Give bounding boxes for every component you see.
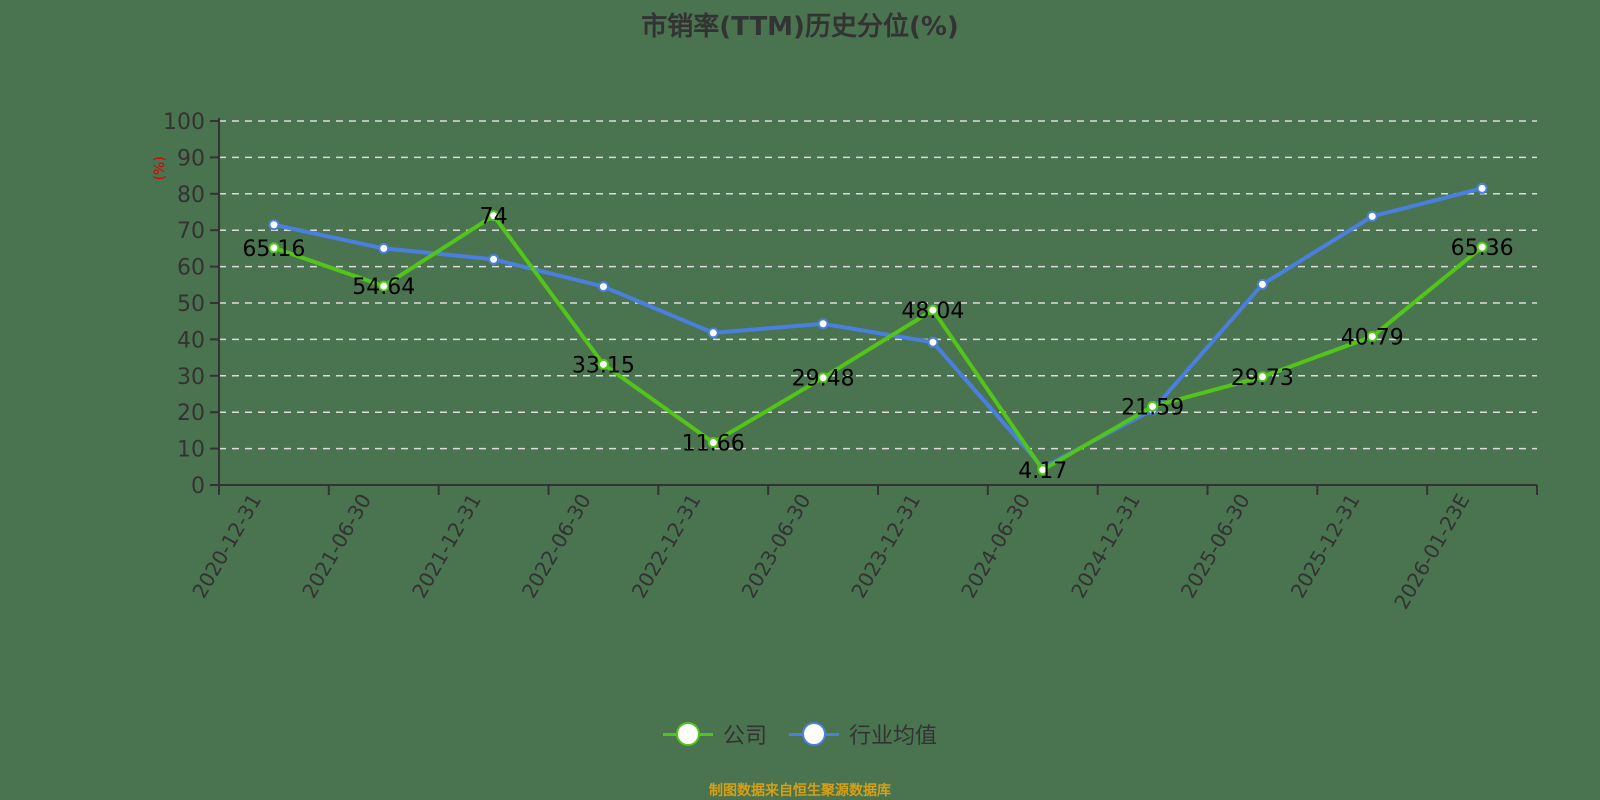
axes: 0 10 20 30 40 50 60 70 80 90 100 (%) 2020-12-31 2021-…	[152, 110, 1538, 614]
data-label: 65.36	[1451, 236, 1514, 261]
line-chart: 0 10 20 30 40 50 60 70 80 90 100 (%) 2020-12-31 2021-…	[152, 110, 1538, 614]
data-label: 54.64	[352, 275, 415, 300]
legend-label: 公司	[722, 724, 767, 749]
data-point	[1037, 464, 1049, 476]
y-tick-label: 20	[177, 401, 205, 426]
y-tick-label: 10	[177, 438, 205, 463]
data-point	[268, 242, 280, 254]
data-label: 29.48	[792, 367, 855, 392]
data-point	[488, 210, 500, 222]
legend-marker-icon	[662, 722, 713, 746]
data-label: 65.16	[242, 237, 305, 262]
y-tick-label: 60	[177, 256, 205, 281]
data-point	[817, 372, 829, 384]
data-point	[268, 219, 280, 231]
legend-item-industry-avg[interactable]: 行业均值	[789, 718, 937, 750]
series-lines	[268, 182, 1488, 476]
data-point	[488, 253, 500, 265]
data-label: 21.59	[1121, 395, 1184, 420]
series-line	[273, 213, 1484, 472]
y-tick-label: 0	[191, 474, 205, 499]
x-tick-label: 2025-06-30	[1176, 490, 1255, 603]
x-tick-label: 2025-12-31	[1286, 490, 1365, 603]
x-tick-label: 2021-12-31	[407, 490, 486, 603]
data-point	[1366, 331, 1378, 343]
legend-marker-icon	[789, 722, 839, 746]
data-point	[597, 281, 609, 293]
data-label: 74	[480, 205, 508, 230]
x-tick-label: 2024-06-30	[956, 490, 1035, 603]
x-tick-label: 2024-12-31	[1066, 490, 1145, 603]
data-label: 29.73	[1231, 366, 1294, 391]
chart-title: 市销率(TTM)历史分位(%)	[641, 12, 959, 42]
data-point	[1366, 210, 1378, 222]
data-point	[707, 327, 719, 339]
data-label: 33.15	[572, 353, 635, 378]
y-axis-unit: (%)	[152, 156, 168, 180]
data-point	[1256, 278, 1268, 290]
x-tick-label: 2026-01-23E	[1389, 490, 1474, 614]
y-tick-label: 40	[177, 328, 205, 353]
data-label: 40.79	[1341, 326, 1404, 351]
data-point	[927, 304, 939, 316]
x-tick-label: 2021-06-30	[297, 490, 376, 603]
data-source-note: 制图数据来自恒生聚源数据库	[709, 783, 891, 799]
y-tick-label: 70	[177, 219, 205, 244]
data-point	[1256, 371, 1268, 383]
y-tick-label: 100	[163, 110, 205, 135]
x-tick-label: 2023-12-31	[846, 490, 925, 603]
data-labels: 65.16 54.64 74 33.15 11.66 29.48 48.04 4.17 21.5…	[242, 205, 1513, 484]
legend-item-company[interactable]: 公司	[662, 718, 767, 750]
data-point	[378, 242, 390, 254]
x-tick-label: 2022-06-30	[517, 490, 596, 603]
x-tick-label: 2022-12-31	[627, 490, 706, 603]
data-point	[597, 358, 609, 370]
data-label: 11.66	[682, 432, 745, 457]
y-tick-label: 30	[177, 365, 205, 390]
data-point	[1476, 241, 1488, 253]
x-tick-label: 2020-12-31	[187, 490, 266, 603]
y-tick-label: 90	[177, 146, 205, 171]
y-tick-label: 50	[177, 292, 205, 317]
gridlines	[219, 120, 1537, 450]
data-label: 4.17	[1018, 459, 1067, 484]
y-tick-label: 80	[177, 183, 205, 208]
data-point	[927, 336, 939, 348]
series-line	[273, 186, 1483, 470]
data-point	[817, 318, 829, 330]
legend: 公司 行业均值	[0, 718, 1600, 750]
data-point	[707, 437, 719, 449]
data-point	[1147, 400, 1159, 412]
legend-label: 行业均值	[849, 724, 938, 749]
data-point	[1476, 182, 1488, 194]
data-label: 48.04	[901, 299, 964, 324]
data-point	[378, 280, 390, 292]
x-tick-label: 2023-06-30	[737, 490, 816, 603]
